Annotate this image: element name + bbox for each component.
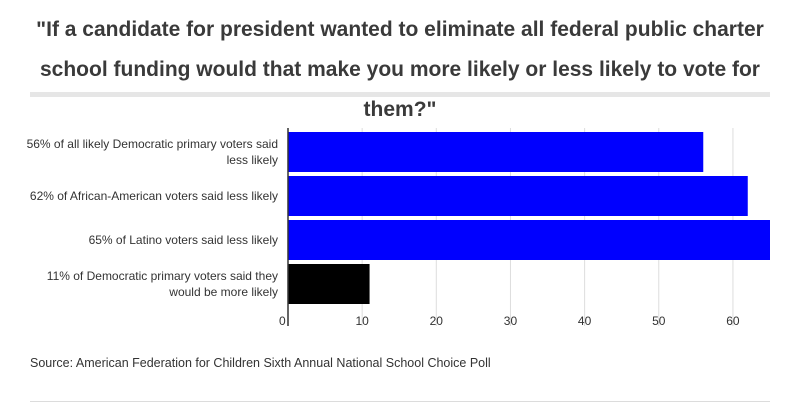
category-label-3: 65% of Latino voters said less likely [88, 233, 278, 247]
bar-1 [288, 132, 704, 172]
x-tick-label-60: 60 [726, 314, 740, 328]
x-axis-ticks: 0 10 20 30 40 50 60 [279, 314, 740, 328]
category-label-1: 56% of all likely Democratic primary vot… [26, 137, 278, 167]
category-label-4: 11% of Democratic primary voters said th… [46, 269, 278, 299]
bars [288, 132, 770, 304]
bar-4 [288, 264, 370, 304]
bar-2 [288, 176, 748, 216]
bar-3 [288, 220, 770, 260]
x-tick-label-40: 40 [578, 314, 592, 328]
footer-divider [30, 401, 770, 402]
category-label-2: 62% of African-American voters said less… [29, 189, 278, 203]
chart-title: "If a candidate for president wanted to … [36, 18, 764, 121]
x-tick-label-10: 10 [355, 314, 369, 328]
x-tick-label-20: 20 [430, 314, 444, 328]
x-tick-label-50: 50 [652, 314, 666, 328]
source-note: Source: American Federation for Children… [30, 356, 491, 370]
x-tick-label-0: 0 [279, 314, 286, 328]
x-tick-label-30: 30 [504, 314, 518, 328]
title-divider [30, 92, 770, 97]
